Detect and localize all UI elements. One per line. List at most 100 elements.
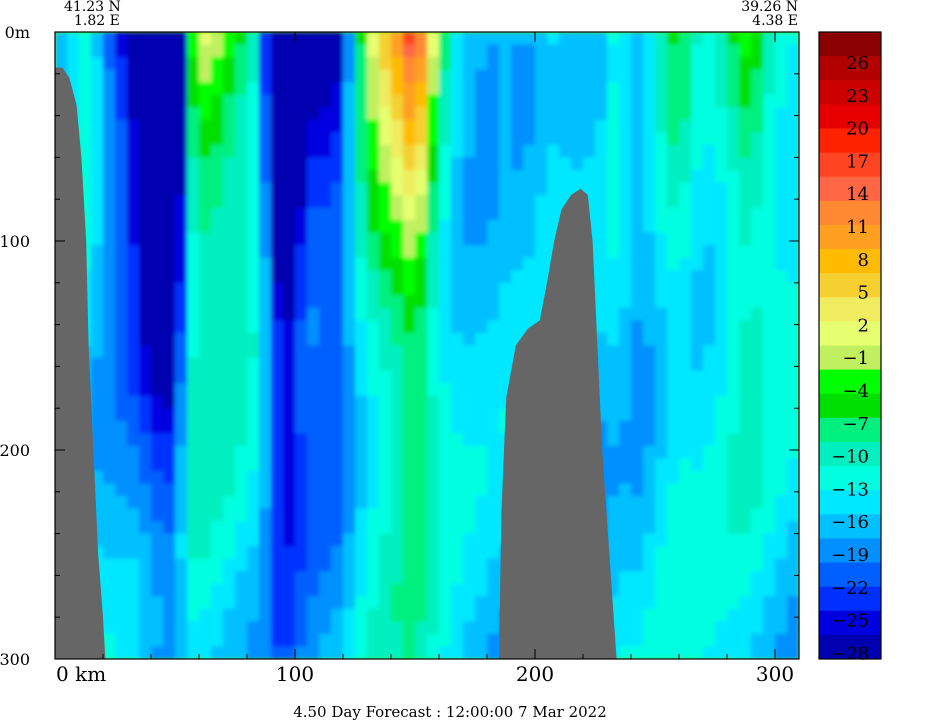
field-cell [475, 107, 488, 121]
field-cell [271, 558, 284, 572]
field-cell [103, 182, 116, 196]
field-cell [151, 608, 164, 622]
field-cell [103, 94, 116, 108]
field-cell [655, 508, 668, 522]
field-cell [751, 483, 764, 497]
field-cell [235, 232, 248, 246]
field-cell [127, 508, 140, 522]
field-cell [487, 508, 500, 522]
field-cell [343, 333, 356, 347]
field-cell [391, 546, 404, 560]
field-cell [283, 420, 296, 434]
field-cell [175, 169, 188, 183]
field-cell [223, 270, 236, 284]
field-cell [127, 433, 140, 447]
field-cell [103, 119, 116, 133]
field-cell [619, 621, 632, 635]
field-cell [283, 307, 296, 321]
field-cell [715, 207, 728, 221]
field-cell [463, 496, 476, 510]
field-cell [271, 508, 284, 522]
field-cell [427, 94, 440, 108]
field-cell [343, 245, 356, 259]
field-cell [463, 445, 476, 459]
field-cell [763, 82, 776, 96]
field-cell [691, 470, 704, 484]
field-cell [343, 220, 356, 234]
field-cell [631, 533, 644, 547]
field-cell [271, 433, 284, 447]
field-cell [691, 633, 704, 647]
field-cell [667, 107, 680, 121]
field-cell [235, 307, 248, 321]
field-cell [619, 220, 632, 234]
field-cell [355, 370, 368, 384]
field-cell [475, 345, 488, 359]
field-cell [391, 483, 404, 497]
field-cell [595, 169, 608, 183]
field-cell [79, 144, 92, 158]
field-cell [199, 420, 212, 434]
field-cell [343, 470, 356, 484]
field-cell [163, 558, 176, 572]
field-cell [343, 483, 356, 497]
field-cell [295, 245, 308, 259]
field-cell [715, 282, 728, 296]
field-cell [787, 458, 799, 472]
field-cell [655, 207, 668, 221]
field-cell [271, 333, 284, 347]
field-cell [475, 270, 488, 284]
field-cell [307, 182, 320, 196]
field-cell [271, 470, 284, 484]
field-cell [391, 44, 404, 58]
field-cell [295, 32, 308, 46]
field-cell [691, 508, 704, 522]
field-cell [235, 245, 248, 259]
field-cell [655, 345, 668, 359]
field-cell [247, 69, 260, 83]
field-cell [631, 82, 644, 96]
field-cell [247, 119, 260, 133]
field-cell [751, 32, 764, 46]
field-cell [163, 420, 176, 434]
field-cell [715, 333, 728, 347]
field-cell [307, 57, 320, 71]
field-cell [463, 395, 476, 409]
field-cell [607, 533, 620, 547]
field-cell [667, 496, 680, 510]
field-cell [763, 182, 776, 196]
field-cell [223, 157, 236, 171]
field-cell [127, 571, 140, 585]
field-cell [235, 207, 248, 221]
field-cell [91, 257, 104, 271]
field-cell [199, 383, 212, 397]
field-cell [355, 169, 368, 183]
field-cell [427, 57, 440, 71]
field-cell [103, 621, 116, 635]
field-cell [151, 408, 164, 422]
field-cell [103, 608, 116, 622]
field-cell [703, 320, 716, 334]
field-cell [739, 596, 752, 610]
field-cell [439, 608, 452, 622]
field-cell [403, 420, 416, 434]
field-cell [91, 169, 104, 183]
field-cell [415, 320, 428, 334]
field-cell [211, 508, 224, 522]
field-cell [607, 408, 620, 422]
field-cell [775, 333, 788, 347]
field-cell [307, 107, 320, 121]
field-cell [91, 119, 104, 133]
field-cell [127, 207, 140, 221]
field-cell [283, 257, 296, 271]
field-cell [511, 182, 524, 196]
field-cell [163, 546, 176, 560]
field-cell [679, 94, 692, 108]
field-cell [115, 94, 128, 108]
field-cell [679, 119, 692, 133]
field-cell [427, 470, 440, 484]
field-cell [319, 195, 332, 209]
field-cell [115, 633, 128, 647]
field-cell [763, 44, 776, 58]
